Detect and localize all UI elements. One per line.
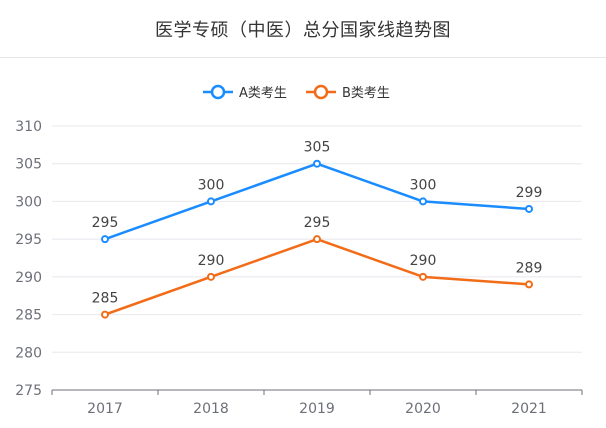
chart-title-bar: 医学专硕（中医）总分国家线趋势图 bbox=[0, 0, 606, 58]
data-point bbox=[207, 272, 215, 281]
y-tick-label: 290 bbox=[15, 270, 42, 286]
data-point bbox=[525, 204, 533, 213]
x-tick-label: 2021 bbox=[511, 401, 547, 417]
y-tick-label: 285 bbox=[15, 308, 42, 324]
data-label: 290 bbox=[198, 253, 225, 269]
data-label: 300 bbox=[198, 177, 225, 193]
legend-label: B类考生 bbox=[342, 86, 390, 101]
data-labels: 295 300 305 300 299 285 290 295 290 289 bbox=[92, 140, 543, 307]
data-label: 299 bbox=[516, 185, 543, 201]
data-point bbox=[207, 197, 215, 206]
legend-item-a: A类考生 bbox=[203, 84, 287, 101]
data-point bbox=[419, 272, 427, 281]
y-tick-label: 310 bbox=[15, 119, 42, 135]
data-point bbox=[101, 235, 109, 244]
data-label: 295 bbox=[304, 215, 331, 231]
x-tick-label: 2020 bbox=[405, 401, 441, 417]
data-point bbox=[101, 310, 109, 319]
legend: A类考生 B类考生 bbox=[203, 84, 390, 101]
data-label: 289 bbox=[516, 260, 543, 276]
data-point bbox=[419, 197, 427, 206]
y-axis-labels: 275 280 285 290 295 300 305 310 bbox=[15, 119, 42, 399]
x-tick-label: 2018 bbox=[193, 401, 229, 417]
x-tick-label: 2019 bbox=[299, 401, 335, 417]
data-label: 290 bbox=[410, 253, 437, 269]
chart-title: 医学专硕（中医）总分国家线趋势图 bbox=[155, 19, 451, 41]
legend-item-b: B类考生 bbox=[306, 84, 390, 101]
y-tick-label: 280 bbox=[15, 345, 42, 361]
x-axis: 2017 2018 2019 2020 2021 bbox=[51, 389, 583, 417]
y-tick-label: 295 bbox=[15, 232, 42, 248]
y-tick-label: 275 bbox=[15, 383, 42, 399]
data-point bbox=[313, 235, 321, 244]
data-label: 305 bbox=[304, 140, 331, 156]
data-label: 300 bbox=[410, 177, 437, 193]
series-lines bbox=[101, 159, 533, 319]
y-tick-label: 300 bbox=[15, 194, 42, 210]
data-label: 295 bbox=[92, 215, 119, 231]
data-point bbox=[525, 280, 533, 289]
legend-marker bbox=[210, 84, 226, 100]
y-tick-label: 305 bbox=[15, 157, 42, 173]
legend-marker bbox=[313, 84, 329, 100]
x-tick-label: 2017 bbox=[87, 401, 123, 417]
legend-label: A类考生 bbox=[239, 86, 287, 101]
data-point bbox=[313, 159, 321, 168]
data-label: 285 bbox=[92, 291, 119, 307]
